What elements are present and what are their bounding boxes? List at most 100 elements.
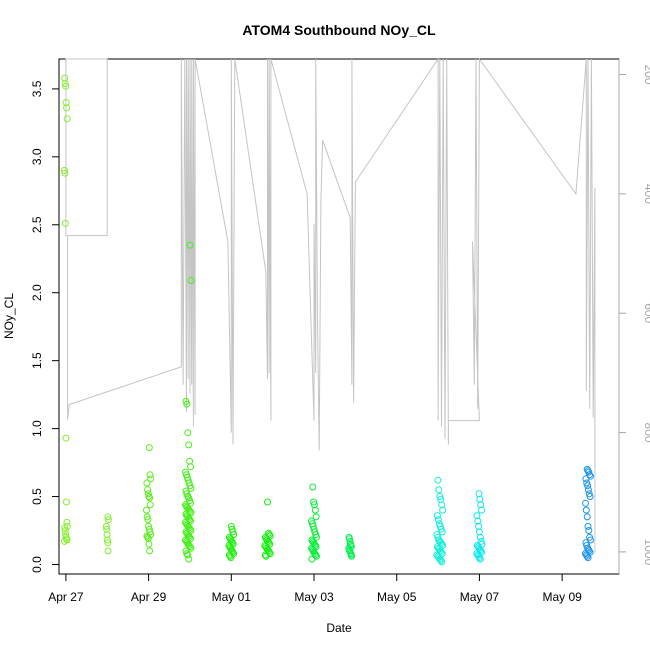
data-point	[185, 441, 193, 449]
data-point	[264, 529, 272, 537]
data-point	[436, 537, 444, 545]
y2-tick-label: 800	[642, 423, 650, 443]
data-point	[104, 513, 112, 521]
y2-tick-label: 200	[642, 65, 650, 85]
data-point	[182, 397, 190, 405]
y-tick-label: 2.5	[30, 216, 44, 233]
data-point	[62, 498, 70, 506]
x-tick-label: May 01	[212, 590, 252, 604]
y-tick-label: 1.5	[30, 352, 44, 369]
data-point	[584, 546, 592, 553]
data-point	[102, 522, 110, 530]
data-point	[309, 483, 317, 491]
data-point	[144, 516, 152, 524]
data-point	[583, 479, 591, 487]
y2-tick-label: 400	[642, 184, 650, 204]
data-point	[309, 537, 317, 545]
data-point	[475, 522, 483, 530]
data-point	[145, 493, 153, 500]
data-point	[433, 531, 441, 539]
data-point	[583, 542, 591, 549]
data-point	[186, 457, 194, 465]
x-axis-title: Date	[326, 621, 352, 635]
data-point	[144, 490, 152, 498]
data-point	[434, 476, 442, 484]
data-point	[182, 501, 189, 509]
x-axis: Apr 27 Apr 29 May 01 May 03 May 05 May 07 May …	[48, 574, 582, 604]
data-point	[63, 518, 71, 526]
data-point	[145, 522, 153, 530]
data-point	[434, 516, 442, 524]
data-point	[346, 537, 354, 545]
data-point	[585, 527, 593, 534]
x-tick-label: May 05	[377, 590, 417, 604]
data-point	[185, 494, 193, 502]
y-tick-label: 2.0	[30, 284, 44, 301]
data-point	[184, 551, 192, 559]
data-point	[187, 463, 194, 471]
data-point	[582, 499, 589, 507]
data-point	[585, 490, 593, 498]
data-point	[104, 516, 112, 524]
data-point	[146, 471, 154, 479]
data-point	[62, 434, 70, 442]
data-point	[478, 506, 485, 514]
data-point	[473, 512, 481, 520]
data-point	[582, 506, 590, 514]
x-tick-label: May 09	[542, 590, 582, 604]
data-point	[436, 493, 444, 500]
chart-title: ATOM4 Southbound NOy_CL	[242, 22, 436, 38]
data-point	[147, 475, 155, 483]
data-point	[586, 533, 594, 541]
data-point	[587, 472, 594, 480]
data-point	[226, 535, 234, 543]
data-point	[227, 522, 235, 530]
data-point	[62, 531, 70, 539]
data-point	[61, 169, 69, 177]
data-point	[435, 520, 443, 528]
pressure-trace-line	[65, 57, 596, 553]
data-point	[62, 533, 70, 541]
y-tick-label: 3.5	[30, 80, 44, 97]
y2-tick-label: 1000	[642, 539, 650, 566]
data-point	[144, 486, 152, 494]
data-point	[433, 512, 441, 520]
y-tick-label: 3.0	[30, 148, 44, 165]
data-point	[145, 525, 153, 533]
y-tick-label: 1.0	[30, 420, 44, 437]
data-point	[312, 513, 320, 521]
data-point	[104, 547, 112, 555]
data-point	[143, 513, 151, 521]
data-point	[63, 522, 71, 530]
y-tick-label: 0.0	[30, 556, 44, 573]
y-axis-right: 200 400 600 800 1000	[618, 59, 650, 574]
data-point	[61, 74, 69, 82]
data-point	[146, 547, 154, 555]
x-tick-label: May 03	[294, 590, 334, 604]
data-point	[310, 498, 318, 506]
data-point	[63, 115, 71, 123]
data-point	[186, 241, 194, 249]
data-point	[345, 533, 353, 541]
data-point	[182, 468, 189, 476]
data-point	[103, 525, 111, 533]
data-point	[62, 82, 70, 90]
x-tick-label: Apr 29	[131, 590, 167, 604]
data-point	[583, 513, 591, 521]
data-points-layer	[60, 74, 594, 566]
data-point	[584, 522, 592, 530]
data-point	[187, 277, 195, 284]
y-axis-title: NOy_CL	[2, 293, 16, 339]
data-point	[145, 444, 153, 452]
x-tick-label: May 07	[460, 590, 500, 604]
data-point	[584, 467, 592, 475]
y-axis-left: 0.0 0.5 1.0 1.5 2.0 2.5 3.0 3.5	[30, 80, 59, 573]
data-point	[435, 486, 443, 494]
pressure-trace-layer	[65, 57, 596, 553]
data-point	[265, 531, 273, 539]
data-point	[60, 166, 68, 174]
data-point	[184, 429, 192, 437]
data-point	[143, 506, 150, 514]
data-point	[104, 539, 112, 547]
